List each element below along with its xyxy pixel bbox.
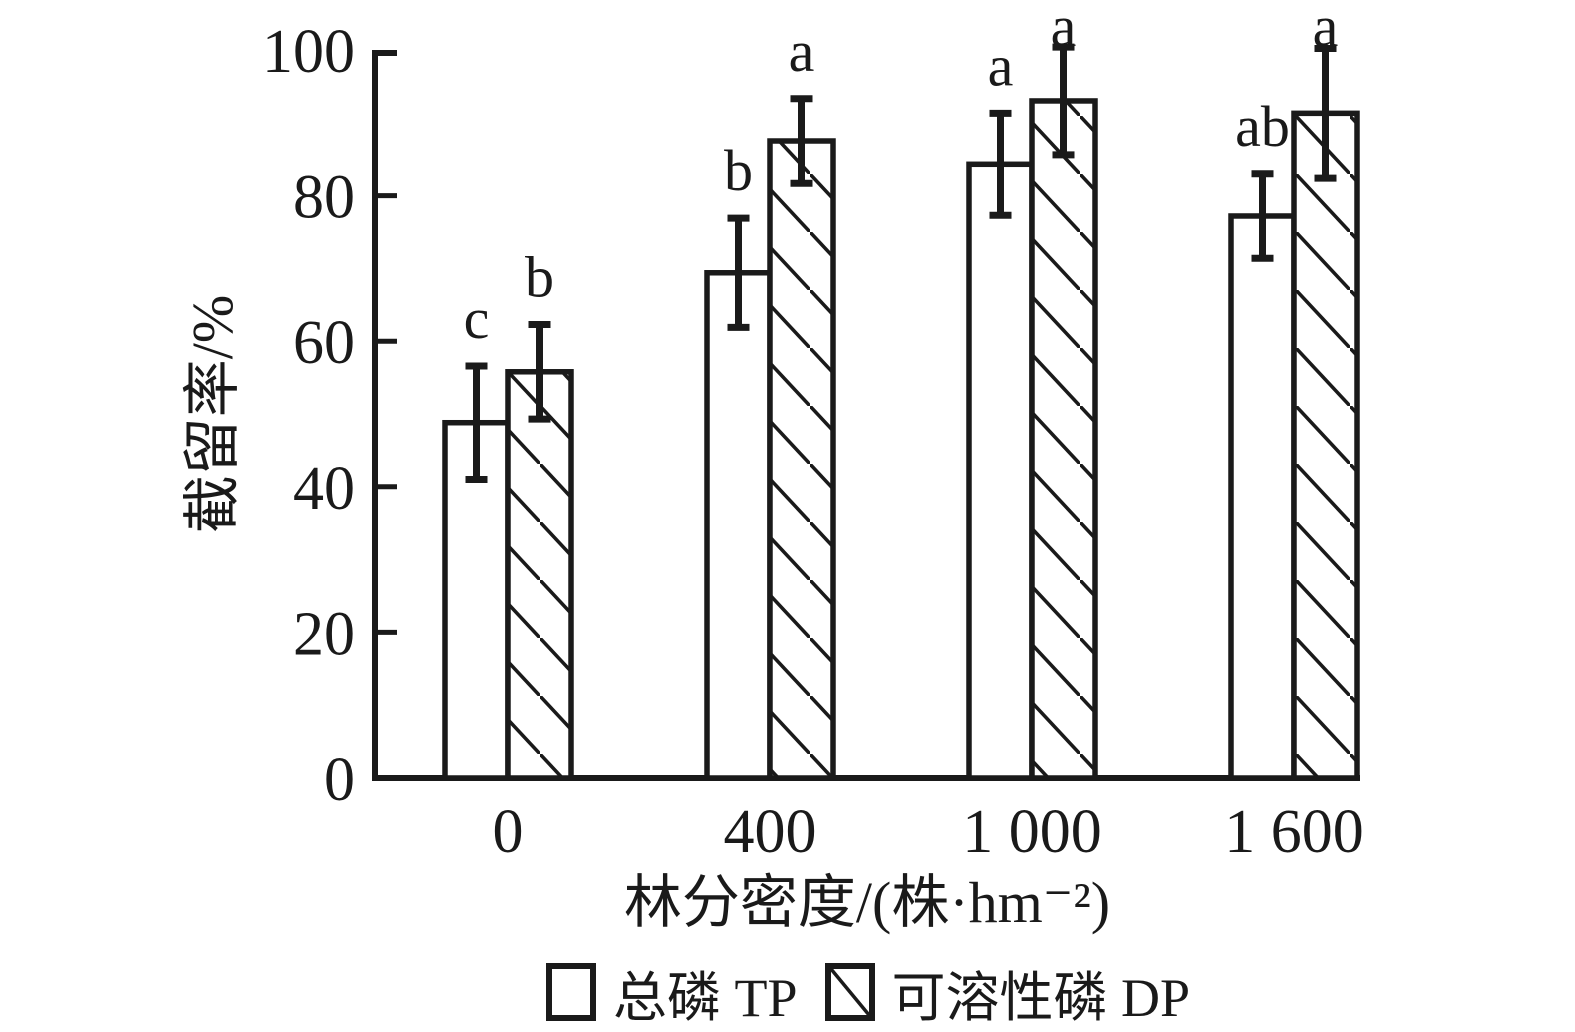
tp-swatch-icon — [545, 963, 596, 1021]
x-tick-label-2: 1 000 — [962, 798, 1102, 866]
bar-tp-3 — [1228, 213, 1297, 781]
errorbar-dp-1 — [790, 95, 813, 187]
bar-dp-2 — [1029, 98, 1098, 781]
legend-item-tp: 总磷 TP — [545, 953, 798, 1032]
y-tick-label-20: 20 — [293, 600, 355, 668]
bar-tp-2 — [966, 161, 1035, 781]
bar-dp-3 — [1291, 110, 1360, 781]
errorbar-tp-0 — [465, 362, 488, 484]
legend-label-dp: 可溶性磷 DP — [891, 967, 1191, 1028]
y-tick-label-60: 60 — [293, 309, 355, 377]
errorbar-tp-3 — [1251, 170, 1274, 262]
sig-letter-tp-3: ab — [1235, 94, 1290, 159]
errorbar-tp-2 — [989, 109, 1012, 219]
y-tick-label-100: 100 — [262, 18, 355, 86]
errorbar-dp-2 — [1052, 43, 1075, 159]
sig-letter-dp-0: b — [525, 244, 554, 309]
y-axis-title: 截留率/% — [180, 295, 245, 533]
sig-letter-tp-2: a — [988, 33, 1014, 98]
sig-letter-tp-1: b — [724, 138, 753, 203]
errorbar-dp-0 — [528, 320, 551, 423]
legend-item-dp: 可溶性磷 DP — [824, 953, 1191, 1032]
y-tick-label-80: 80 — [293, 164, 355, 232]
x-tick-label-0: 0 — [493, 798, 524, 866]
legend: 总磷 TP 可溶性磷 DP — [375, 956, 1360, 1028]
sig-letter-dp-2: a — [1051, 0, 1077, 59]
x-axis-title: 林分密度/(株·hm⁻²) — [624, 870, 1110, 935]
x-tick-label-3: 1 600 — [1224, 798, 1364, 866]
sig-letter-dp-1: a — [789, 19, 815, 84]
sig-letter-dp-3: a — [1313, 0, 1339, 59]
sig-letter-tp-0: c — [464, 286, 490, 351]
y-tick-label-40: 40 — [293, 455, 355, 523]
legend-label-tp: 总磷 TP — [612, 967, 798, 1028]
errorbar-dp-3 — [1314, 45, 1337, 182]
x-tick-label-1: 400 — [724, 798, 817, 866]
y-tick-label-0: 0 — [324, 746, 355, 814]
errorbar-tp-1 — [727, 214, 750, 331]
bar-tp-1 — [704, 270, 773, 781]
bar-dp-1 — [767, 138, 836, 781]
dp-swatch-icon — [824, 963, 875, 1021]
bar-dp-0 — [505, 369, 574, 781]
